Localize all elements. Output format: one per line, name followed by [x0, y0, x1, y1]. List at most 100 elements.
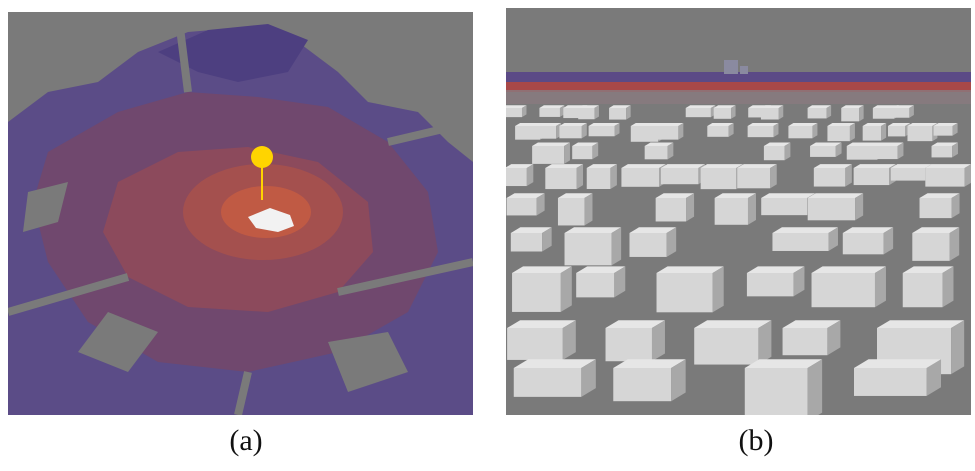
building — [862, 123, 887, 141]
building — [655, 193, 695, 222]
building-side — [542, 227, 552, 252]
building-side — [610, 164, 617, 189]
building-roof — [902, 266, 954, 273]
building-front — [902, 273, 943, 308]
building-side — [874, 266, 886, 308]
building-roof — [907, 123, 938, 126]
building-side — [576, 164, 584, 190]
building-front — [890, 168, 926, 181]
building-roof — [578, 105, 599, 108]
building — [813, 164, 852, 187]
building-roof — [919, 193, 960, 198]
building-side — [952, 142, 958, 158]
building-roof — [747, 123, 779, 126]
building-front — [655, 198, 687, 222]
building-front — [713, 108, 732, 119]
building-roof — [652, 123, 684, 126]
panel-b-street-view — [506, 8, 971, 415]
building-front — [854, 368, 927, 396]
building-side — [845, 164, 852, 187]
building — [564, 227, 622, 266]
building-roof — [763, 142, 791, 146]
building-side — [812, 123, 818, 139]
building-front — [629, 233, 667, 257]
building-front — [862, 126, 882, 141]
building — [772, 227, 838, 251]
building-front — [652, 126, 679, 140]
building-side — [859, 105, 864, 122]
building-front — [811, 273, 875, 308]
building — [557, 193, 593, 226]
building — [621, 164, 666, 187]
building-roof — [506, 105, 527, 108]
building-side — [651, 320, 665, 362]
building-roof — [912, 227, 960, 233]
building — [656, 266, 724, 313]
building-side — [826, 105, 832, 119]
building-roof — [621, 164, 666, 168]
building-side — [778, 105, 784, 120]
building-front — [510, 233, 543, 252]
building-roof — [605, 320, 665, 328]
building-side — [581, 359, 596, 397]
building-front — [506, 108, 522, 118]
building-front — [656, 273, 713, 313]
gap — [23, 182, 68, 232]
building-front — [539, 108, 560, 117]
building-roof — [887, 123, 911, 126]
building — [652, 123, 684, 140]
building-side — [564, 142, 570, 164]
building — [737, 164, 777, 189]
building-front — [572, 146, 593, 160]
building-front — [912, 233, 950, 261]
building-front — [868, 146, 898, 160]
building-roof — [572, 142, 599, 146]
building-front — [744, 368, 808, 415]
building-side — [827, 320, 841, 356]
building-roof — [933, 123, 958, 126]
building-roof — [545, 164, 584, 168]
building-roof — [872, 105, 899, 108]
building-front — [807, 198, 856, 221]
building — [532, 142, 570, 164]
building-side — [666, 227, 677, 257]
building-side — [793, 266, 805, 297]
building-roof — [890, 164, 932, 168]
outer-zone-top — [158, 24, 308, 82]
building-roof — [854, 359, 942, 368]
building-front — [512, 273, 561, 312]
building — [578, 105, 599, 120]
building — [902, 266, 954, 308]
building — [507, 320, 576, 360]
building-front — [841, 108, 860, 122]
building-front — [788, 126, 813, 139]
building-roof — [629, 227, 677, 233]
building — [746, 266, 805, 297]
building-front — [613, 368, 672, 402]
buildings-group — [506, 105, 971, 415]
building — [513, 359, 596, 397]
building-roof — [813, 164, 852, 168]
building — [868, 142, 904, 160]
building — [694, 320, 772, 365]
building-roof — [707, 123, 734, 126]
building — [572, 142, 599, 160]
building-front — [925, 168, 965, 187]
building-roof — [853, 164, 896, 168]
building-side — [747, 193, 756, 225]
building-roof — [532, 142, 570, 146]
building-front — [872, 108, 895, 119]
building-roof — [644, 142, 674, 146]
building — [887, 123, 911, 137]
building-front — [933, 126, 953, 136]
building — [707, 123, 734, 137]
building-side — [594, 105, 599, 120]
building-roof — [564, 227, 622, 233]
building-side — [881, 123, 887, 141]
building — [586, 164, 617, 189]
building-front — [588, 126, 615, 137]
building-roof — [557, 193, 593, 198]
building-roof — [655, 193, 695, 198]
building-roof — [788, 123, 818, 126]
building-side — [926, 359, 942, 396]
